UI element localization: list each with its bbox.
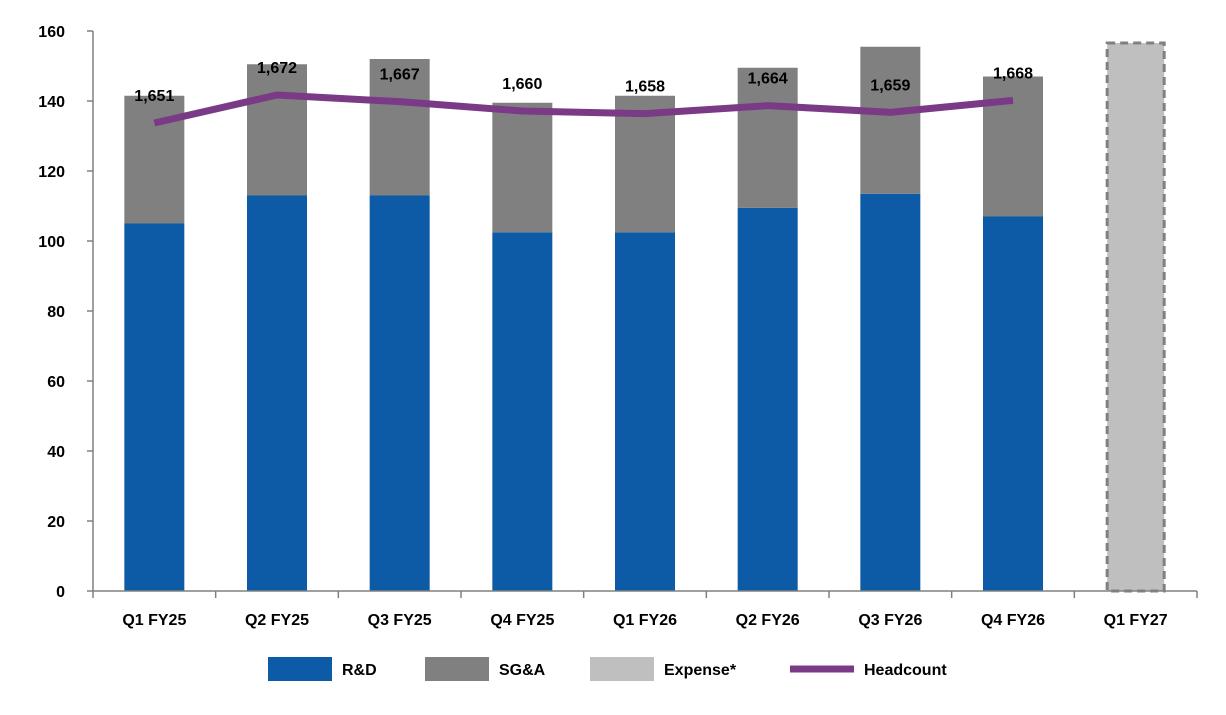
legend-expense: Expense* — [590, 657, 737, 681]
x-tick-label: Q2 FY26 — [736, 612, 800, 629]
bar-r-d-q4-fy26 — [983, 216, 1043, 591]
legend: R&D SG&A Expense* Headcount — [268, 657, 947, 681]
legend-sga: SG&A — [425, 657, 546, 681]
bar-sg-a-q2-fy26 — [737, 67, 798, 208]
legend-headcount: Headcount — [790, 662, 947, 679]
bar-sg-a-q4-fy25 — [492, 102, 553, 233]
y-tick-label: 140 — [38, 94, 65, 111]
bar-r-d-q2-fy25 — [247, 195, 307, 591]
x-tick-label: Q4 FY26 — [981, 612, 1045, 629]
bars-layer — [124, 41, 1166, 593]
x-tick-label: Q3 FY25 — [368, 612, 432, 629]
y-tick-label: 120 — [38, 164, 65, 181]
headcount-label: 1,664 — [748, 71, 788, 88]
headcount-label: 1,672 — [257, 60, 297, 77]
headcount-label: 1,668 — [993, 65, 1033, 82]
headcount-label: 1,660 — [502, 76, 542, 93]
bar-sg-a-q3-fy25 — [369, 59, 430, 196]
x-tick-label: Q3 FY26 — [858, 612, 922, 629]
legend-rd-swatch — [268, 657, 332, 681]
headcount-line — [153, 91, 1014, 127]
bar-r-d-q3-fy26 — [860, 193, 921, 591]
bar-r-d-q1-fy25 — [124, 223, 185, 591]
headcount-label: 1,659 — [870, 77, 910, 94]
bar-r-d-q1-fy26 — [615, 232, 675, 591]
legend-headcount-label: Headcount — [864, 662, 947, 679]
x-tick-label: Q1 FY27 — [1104, 612, 1168, 629]
x-tick-label: Q2 FY25 — [245, 612, 309, 629]
y-tick-label: 100 — [38, 234, 65, 251]
bar-sg-a-q4-fy26 — [983, 76, 1043, 217]
legend-rd-label: R&D — [342, 662, 377, 679]
legend-sga-swatch — [425, 657, 489, 681]
bar-sg-a-q1-fy26 — [615, 95, 675, 233]
bar-expense-q1-fy27 — [1105, 41, 1166, 593]
y-tick-label: 40 — [47, 444, 65, 461]
bar-r-d-q4-fy25 — [492, 232, 553, 591]
bar-sg-a-q3-fy26 — [860, 46, 921, 194]
bar-r-d-q2-fy26 — [737, 207, 798, 591]
x-tick-label: Q1 FY26 — [613, 612, 677, 629]
axes-layer: 0 20 40 60 80 100 120 140 160 Q1 FY25 Q2 FY25 Q3 FY… — [38, 24, 1198, 629]
x-tick-label: Q4 FY25 — [490, 612, 554, 629]
y-tick-label: 160 — [38, 24, 65, 41]
y-tick-label: 60 — [47, 374, 65, 391]
headcount-label: 1,667 — [380, 67, 420, 84]
legend-sga-label: SG&A — [499, 662, 546, 679]
y-tick-label: 0 — [56, 584, 65, 601]
headcount-line-layer — [153, 91, 1014, 127]
bar-r-d-q3-fy25 — [369, 195, 430, 591]
legend-expense-label: Expense* — [664, 662, 737, 679]
y-tick-label: 80 — [47, 304, 65, 321]
y-tick-label: 20 — [47, 514, 65, 531]
labels-layer: 1,651 1,672 1,667 1,660 1,658 1,664 1,659 1,668 — [134, 60, 1033, 105]
headcount-label: 1,651 — [134, 88, 174, 105]
bar-sg-a-q2-fy25 — [247, 64, 307, 196]
legend-expense-swatch — [590, 657, 654, 681]
legend-rd: R&D — [268, 657, 377, 681]
headcount-label: 1,658 — [625, 79, 665, 96]
x-tick-label: Q1 FY25 — [122, 612, 186, 629]
